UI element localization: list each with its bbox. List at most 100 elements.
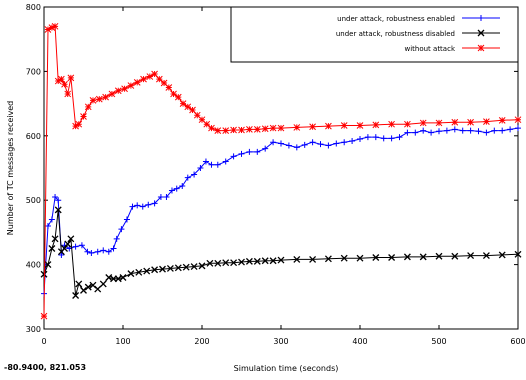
data-point	[54, 206, 62, 214]
data-point	[184, 174, 191, 181]
data-point	[157, 193, 164, 200]
data-point	[174, 93, 182, 101]
data-point	[357, 136, 363, 143]
legend-label: under attack, robustness disabled	[336, 30, 455, 38]
data-point	[238, 258, 245, 266]
data-point	[451, 252, 459, 260]
data-point	[419, 119, 427, 127]
data-point	[483, 118, 490, 125]
data-point	[179, 100, 187, 107]
data-point	[261, 125, 269, 133]
data-point	[293, 255, 301, 263]
y-tick-label: 500	[26, 196, 41, 205]
data-point	[94, 248, 101, 255]
data-point	[44, 26, 52, 33]
series-layer	[40, 22, 522, 320]
data-point	[443, 127, 450, 134]
data-point	[143, 267, 151, 275]
data-point	[40, 270, 48, 278]
data-point	[151, 200, 158, 207]
data-point	[61, 245, 68, 252]
data-point	[48, 245, 56, 252]
data-point	[179, 183, 186, 190]
data-point	[436, 128, 442, 135]
x-tick-label: 500	[431, 337, 446, 346]
data-point	[419, 253, 427, 261]
data-point	[54, 77, 62, 85]
data-point	[99, 280, 107, 288]
data-point	[467, 127, 474, 134]
data-point	[44, 222, 51, 229]
data-point	[198, 116, 206, 124]
data-point	[48, 216, 55, 223]
data-point	[514, 250, 522, 258]
data-point	[110, 245, 117, 252]
series-3	[40, 22, 522, 320]
data-point	[396, 134, 403, 141]
legend-marker	[478, 15, 484, 21]
x-tick-label: 200	[194, 337, 209, 346]
data-point	[193, 111, 201, 119]
data-point	[253, 126, 261, 133]
data-point	[127, 270, 135, 278]
data-point	[48, 24, 56, 31]
legend: under attack, robustness enabled under at…	[230, 6, 519, 63]
data-point	[121, 85, 128, 93]
data-point	[230, 126, 237, 134]
data-point	[309, 255, 317, 263]
data-point	[349, 137, 356, 144]
data-point	[52, 193, 59, 200]
data-point	[127, 82, 135, 89]
data-point	[324, 255, 332, 263]
data-point	[51, 235, 59, 243]
data-point	[515, 125, 521, 132]
data-point	[119, 274, 127, 281]
data-point	[341, 139, 348, 146]
data-point	[123, 216, 130, 223]
data-point	[269, 124, 277, 132]
series-1	[41, 125, 521, 297]
data-point	[309, 123, 316, 131]
data-point	[388, 254, 396, 261]
data-point	[420, 127, 427, 134]
data-point	[491, 127, 498, 134]
data-point	[140, 75, 147, 83]
data-point	[404, 120, 411, 128]
data-point	[428, 129, 435, 136]
data-point	[482, 252, 490, 260]
data-point	[198, 262, 206, 270]
data-point	[285, 142, 292, 149]
data-point	[214, 127, 222, 135]
data-point	[160, 79, 168, 87]
data-point	[114, 275, 122, 283]
data-point	[278, 140, 284, 147]
data-point	[189, 106, 196, 114]
data-point	[89, 97, 97, 104]
data-point	[222, 259, 230, 267]
data-point	[58, 251, 65, 258]
data-point	[139, 203, 146, 210]
data-point	[173, 185, 180, 192]
data-point	[245, 257, 253, 265]
data-point	[72, 122, 79, 130]
data-point	[246, 148, 253, 155]
data-point	[75, 280, 83, 288]
data-point	[356, 122, 364, 129]
data-point	[100, 247, 107, 254]
data-point	[451, 118, 459, 126]
data-point	[277, 124, 285, 132]
data-point	[151, 70, 158, 78]
data-point	[222, 158, 229, 165]
data-point	[84, 248, 91, 255]
data-point	[174, 264, 182, 272]
data-point	[84, 103, 92, 111]
data-point	[151, 266, 159, 274]
data-point	[133, 78, 141, 86]
data-point	[340, 254, 348, 262]
data-point	[214, 161, 221, 168]
x-tick-label: 600	[510, 337, 525, 346]
x-axis-label: Simulation time (seconds)	[234, 364, 339, 373]
data-point	[467, 118, 474, 126]
coordinate-readout: -80.9400, 821.053	[4, 363, 87, 372]
legend-label: without attack	[404, 45, 455, 53]
